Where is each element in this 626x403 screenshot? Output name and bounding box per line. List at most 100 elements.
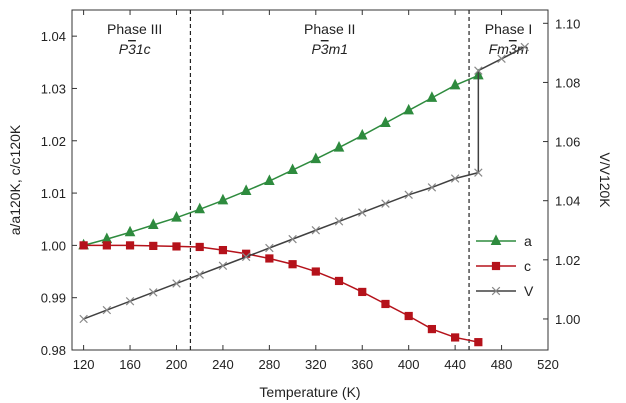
phase-space-group: P3m1 — [311, 41, 348, 57]
data-point-V — [172, 279, 181, 288]
x-tick-label: 440 — [444, 357, 466, 372]
y-right-tick-label: 1.08 — [555, 75, 580, 90]
space-group-bar-digit: 3 — [321, 41, 329, 57]
x-axis-title: Temperature (K) — [259, 384, 360, 400]
y-left-tick-label: 1.02 — [41, 134, 66, 149]
data-point-a — [333, 140, 345, 152]
data-point-V — [195, 270, 204, 279]
x-marker-stroke — [125, 296, 135, 306]
x-tick-label: 480 — [491, 357, 513, 372]
data-point-V — [474, 66, 483, 75]
data-point-a — [147, 218, 159, 229]
data-point-c — [172, 242, 181, 251]
x-tick-label: 240 — [212, 357, 234, 372]
y-right-tick-label: 1.00 — [555, 312, 580, 327]
x-marker-stroke — [195, 270, 204, 279]
space-group-bar-digit: 3 — [509, 41, 517, 57]
data-point-a — [194, 202, 206, 214]
data-point-V — [265, 243, 274, 253]
y-left-tick-label: 1.04 — [41, 29, 66, 44]
y-left-axis-title: a/a120K, c/c120K — [7, 124, 23, 235]
data-point-c — [149, 241, 158, 251]
x-tick-label: 120 — [73, 357, 95, 372]
data-point-V — [404, 190, 413, 200]
data-point-V — [358, 208, 367, 217]
x-marker-stroke — [520, 42, 530, 52]
data-point-c — [381, 299, 390, 309]
data-point-V — [149, 288, 158, 297]
y-left-tick-label: 1.01 — [41, 186, 66, 201]
data-point-c — [404, 311, 413, 321]
x-tick-label: 520 — [537, 357, 559, 372]
data-point-c — [427, 324, 437, 334]
y-right-tick-label: 1.04 — [555, 194, 580, 209]
phase-label: Phase I — [485, 21, 532, 37]
data-point-V — [474, 168, 483, 177]
x-marker-stroke — [288, 234, 297, 244]
x-marker-stroke — [491, 286, 501, 296]
data-point-c — [102, 241, 111, 250]
series-line-c — [83, 244, 479, 343]
x-marker-stroke — [311, 226, 321, 235]
x-tick-label: 200 — [166, 357, 188, 372]
space-group-suffix: 1c — [136, 41, 151, 57]
data-point-c — [195, 242, 204, 252]
y-right-axis-title: V/V120K — [597, 152, 613, 208]
phase-label: Phase II — [304, 21, 355, 37]
data-point-c — [125, 241, 135, 250]
data-point-V — [450, 174, 460, 183]
data-point-V — [381, 199, 390, 208]
space-group-prefix: P — [119, 41, 129, 57]
x-marker-stroke — [149, 288, 158, 297]
x-tick-label: 160 — [119, 357, 141, 372]
x-marker-stroke — [102, 305, 112, 315]
x-tick-label: 280 — [259, 357, 281, 372]
x-marker-stroke — [265, 243, 274, 253]
data-point-c — [451, 333, 460, 342]
y-right-tick-label: 1.10 — [555, 16, 580, 31]
y-right-tick-label: 1.02 — [555, 253, 580, 268]
x-marker-stroke — [241, 252, 251, 262]
x-marker-stroke — [381, 199, 390, 208]
data-point-V — [218, 261, 228, 270]
x-marker-stroke — [474, 66, 483, 75]
data-point-V — [102, 305, 112, 315]
x-tick-label: 360 — [351, 357, 373, 372]
data-point-a — [356, 128, 368, 140]
y-left-tick-label: 0.98 — [41, 343, 66, 358]
data-point-a — [217, 193, 229, 205]
space-group-suffix: m1 — [329, 41, 348, 57]
data-point-a — [171, 211, 182, 222]
y-left-tick-label: 1.00 — [41, 238, 66, 253]
data-point-a — [380, 116, 391, 127]
data-point-V — [79, 314, 88, 324]
x-marker-stroke — [172, 279, 181, 288]
data-point-a — [449, 78, 461, 90]
legend-label: a — [524, 233, 532, 249]
legend-marker-a — [490, 234, 502, 245]
y-right-tick-label: 1.06 — [555, 135, 580, 150]
legend-marker-c — [491, 261, 501, 271]
x-marker-stroke — [358, 208, 367, 217]
data-point-V — [311, 226, 321, 235]
x-marker-stroke — [334, 217, 344, 226]
y-left-tick-label: 0.99 — [41, 291, 66, 306]
legend-label: c — [524, 258, 531, 274]
data-point-c — [218, 245, 228, 255]
legend-label: V — [524, 283, 534, 299]
data-point-V — [334, 217, 344, 226]
space-group-bar-digit: 3 — [128, 41, 136, 57]
x-marker-stroke — [79, 314, 88, 324]
phase-space-group: P31c — [119, 41, 151, 57]
data-point-V — [288, 234, 297, 244]
data-point-c — [358, 287, 367, 297]
data-point-a — [287, 163, 298, 175]
data-point-c — [265, 254, 274, 263]
data-point-a — [124, 225, 136, 237]
data-point-a — [310, 152, 322, 164]
data-point-a — [403, 103, 414, 115]
legend-box — [472, 225, 540, 309]
data-point-a — [240, 184, 252, 195]
